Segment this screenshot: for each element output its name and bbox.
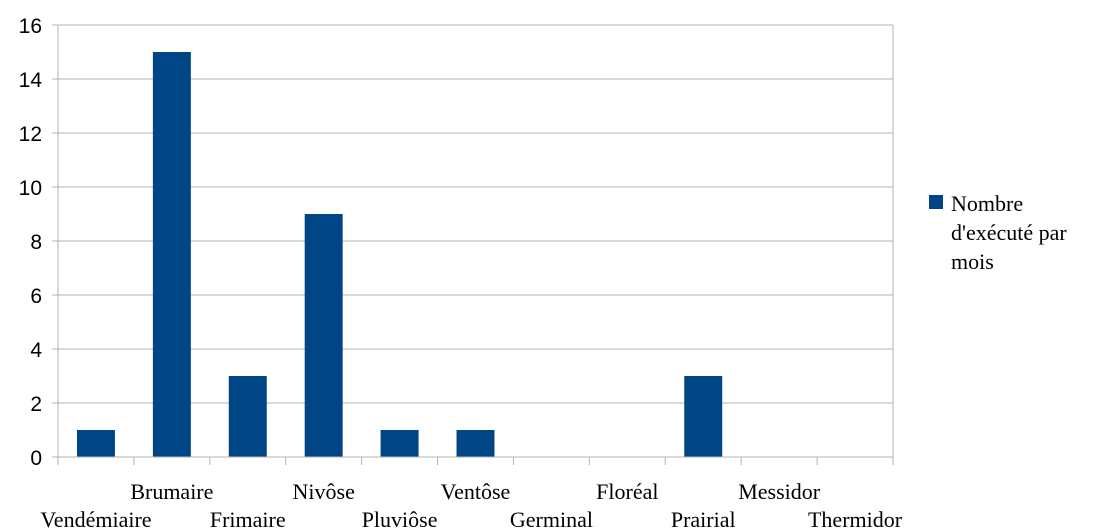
legend-swatch xyxy=(929,195,943,209)
bar-frimaire xyxy=(228,376,267,457)
bar-ventôse xyxy=(456,430,495,457)
axes xyxy=(57,25,894,465)
x-tick-label: Brumaire xyxy=(130,479,213,504)
y-tick-label: 14 xyxy=(19,69,43,92)
y-tick-label: 4 xyxy=(30,339,42,362)
y-tick-label: 10 xyxy=(19,177,42,200)
legend-label: Nombre d'exécuté par mois xyxy=(951,191,1072,274)
legend-label-line-3: mois xyxy=(951,249,994,274)
x-axis-tick-labels: Vendémiaire Brumaire Frimaire Nivôse Pluviôs… xyxy=(40,479,902,531)
bars xyxy=(76,52,723,457)
y-tick-label: 2 xyxy=(30,393,42,416)
bar-vendémiaire xyxy=(76,430,115,457)
x-tick-label: Pluviôse xyxy=(362,507,438,531)
x-tick-label: Thermidor xyxy=(808,507,903,531)
legend-label-line-1: Nombre xyxy=(951,191,1023,216)
bar-pluviôse xyxy=(380,430,419,457)
y-tick-label: 8 xyxy=(30,231,42,254)
x-tick-label: Nivôse xyxy=(293,479,355,504)
x-tick-label: Floréal xyxy=(596,479,658,504)
y-tick-label: 12 xyxy=(19,123,42,146)
gridlines xyxy=(52,24,893,458)
bar-brumaire xyxy=(152,52,191,457)
bar-prairial xyxy=(684,376,723,457)
x-tick-label: Messidor xyxy=(738,479,821,504)
x-tick-label: Ventôse xyxy=(441,479,511,504)
x-tick-label: Germinal xyxy=(510,507,593,531)
x-tick-label: Vendémiaire xyxy=(40,507,151,531)
legend: Nombre d'exécuté par mois xyxy=(929,191,1072,274)
y-tick-label: 0 xyxy=(30,447,42,470)
x-tick-label: Prairial xyxy=(671,507,736,531)
bar-nivôse xyxy=(304,214,343,457)
x-tick-label: Frimaire xyxy=(210,507,286,531)
y-tick-label: 6 xyxy=(30,285,42,308)
y-axis-tick-labels: 0 2 4 6 8 10 12 14 16 xyxy=(19,15,43,470)
y-tick-label: 16 xyxy=(19,15,42,38)
legend-label-line-2: d'exécuté par xyxy=(951,220,1067,245)
